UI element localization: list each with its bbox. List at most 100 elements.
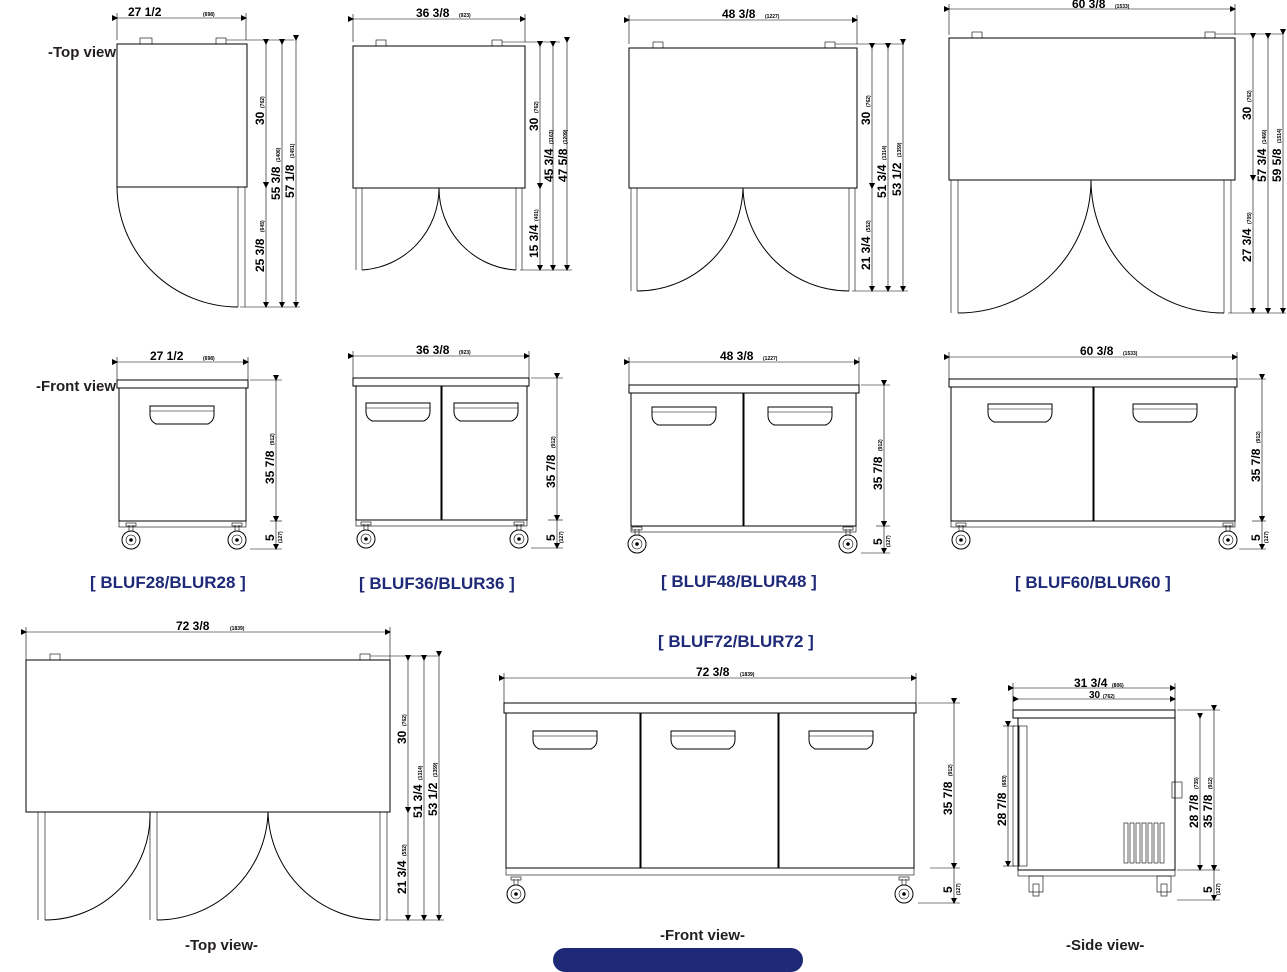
dim-open-mm: (1406) (276, 147, 282, 162)
front-view-48: 48 3/8 (1227) 35 7/8 (912) 5 (127) (624, 349, 892, 554)
model-label-36: [ BLUF36/BLUR36 ] (359, 574, 515, 593)
dim-width-mm: (923) (459, 13, 471, 19)
dim-height-mm: (912) (551, 436, 557, 448)
dim-caster-mm: (127) (956, 883, 962, 895)
dim-open-mm: (1163) (549, 129, 555, 144)
dim-width: 27 1/2 (150, 349, 184, 363)
dim-width: 48 3/8 (722, 7, 756, 21)
side-view-label-bottom: -Side view- (1066, 937, 1144, 954)
dim-open: 55 3/8 (269, 166, 283, 200)
dim-width: 60 3/8 (1080, 344, 1114, 358)
top-view-48: 48 3/8 (1227) 30 (762) 21 3/4 (552) 51 3… (624, 7, 908, 292)
dim-height: 35 7/8 (1201, 794, 1215, 828)
model-label-60: [ BLUF60/BLUR60 ] (1015, 573, 1171, 592)
dim-door: 27 3/4 (1240, 228, 1254, 262)
dim-open-mm: (1314) (418, 765, 424, 780)
dim-open: 57 3/4 (1255, 148, 1269, 182)
dim-width: 72 3/8 (696, 665, 730, 679)
dim-door-mm: (705) (1247, 212, 1253, 224)
dim-width-mm: (698) (203, 356, 215, 362)
dim-width-mm: (1533) (1123, 351, 1138, 357)
dim-open: 51 3/4 (875, 164, 889, 198)
dim-door: 21 3/4 (395, 860, 409, 894)
top-view-label-bottom: -Top view- (185, 937, 258, 954)
dim-height: 35 7/8 (263, 450, 277, 484)
dim-door-mm: (645) (260, 220, 266, 232)
dim-depth: 30 (395, 730, 409, 744)
dim-height-mm: (912) (948, 764, 954, 776)
dim-depth: 30 (859, 111, 873, 125)
dim-depth-mm: (762) (402, 714, 408, 726)
dim-total: 59 5/8 (1270, 148, 1284, 182)
dim-caster-mm: (127) (278, 531, 284, 543)
dim-caster-mm: (127) (886, 535, 892, 547)
side-view: 31 3/4 (806) 30 (762) 28 7/8 (683) (995, 676, 1222, 901)
front-view-28: 27 1/2 (698) 35 7/8 (912) 5 (127) (112, 349, 284, 550)
dim-total: 47 5/8 (556, 148, 570, 182)
front-view-72: 72 3/8 (1839) 35 7/8 (912) 5 (127) (499, 665, 962, 904)
dim-caster-mm: (127) (1216, 883, 1222, 895)
dim-height: 35 7/8 (871, 456, 885, 490)
dim-height-mm: (912) (1256, 431, 1262, 443)
dim-total: 53 1/2 (890, 162, 904, 196)
bottom-tab[interactable] (553, 948, 803, 972)
dim-width-mm: (1227) (765, 14, 780, 20)
dim-height: 35 7/8 (941, 781, 955, 815)
dim-depth: 30 (1089, 690, 1101, 701)
dim-caster: 5 (544, 534, 558, 541)
dim-door: 21 3/4 (859, 236, 873, 270)
dim-width: 36 3/8 (416, 6, 450, 20)
dim-caster: 5 (871, 538, 885, 545)
dim-open-mm: (1314) (882, 145, 888, 160)
dim-width: 48 3/8 (720, 349, 754, 363)
dim-open-mm: (1466) (1262, 129, 1268, 144)
dim-inner-height-mm: (735) (1194, 777, 1200, 789)
dim-width-mm: (1227) (763, 356, 778, 362)
front-view-36: 36 3/8 (923) 35 7/8 (912) 5 (127) (348, 343, 565, 549)
dim-total-mm: (1359) (433, 762, 439, 777)
dim-width-mm: (698) (203, 12, 215, 18)
dim-caster: 5 (263, 534, 277, 541)
dim-door: 15 3/4 (527, 224, 541, 258)
dim-total-mm: (1451) (290, 143, 296, 158)
dim-caster-mm: (127) (559, 531, 565, 543)
dim-width: 31 3/4 (1074, 676, 1108, 690)
model-label-28: [ BLUF28/BLUR28 ] (90, 573, 246, 592)
dim-depth: 30 (527, 117, 541, 131)
dim-height: 35 7/8 (1249, 448, 1263, 482)
dim-depth-mm: (762) (260, 96, 266, 108)
top-view-72: 72 3/8 (1839) 30 (762) 21 3/4 (552) 51 3… (21, 619, 444, 921)
front-view-label-bottom: -Front view- (660, 927, 745, 944)
dim-height-mm: (912) (1208, 777, 1214, 789)
dim-depth: 30 (253, 111, 267, 125)
vent-grille (1123, 822, 1165, 864)
dim-width: 72 3/8 (176, 619, 210, 633)
dim-height-mm: (912) (878, 439, 884, 451)
dim-caster: 5 (1201, 886, 1215, 893)
dim-width-mm: (1839) (230, 626, 245, 632)
dim-door-height-mm: (683) (1002, 775, 1008, 787)
top-view-28: 27 1/2 (698) 30 (762) 25 3/8 (645) 55 3/… (112, 5, 300, 308)
dim-depth-mm: (762) (1103, 694, 1115, 700)
dim-door-mm: (552) (866, 220, 872, 232)
dim-height: 35 7/8 (544, 454, 558, 488)
dim-door-mm: (552) (402, 844, 408, 856)
dim-door: 25 3/8 (253, 238, 267, 272)
dim-depth-mm: (762) (1247, 90, 1253, 102)
dim-width-mm: (923) (459, 350, 471, 356)
dim-door-mm: (401) (534, 209, 540, 221)
dim-open: 45 3/4 (542, 148, 556, 182)
dim-total-mm: (1514) (1277, 128, 1283, 143)
dim-width-mm: (1533) (1115, 4, 1130, 10)
model-label-48: [ BLUF48/BLUR48 ] (661, 572, 817, 591)
dim-depth-mm: (762) (866, 95, 872, 107)
front-view-60: 60 3/8 (1533) 35 7/8 (912) 5 (127) (944, 344, 1270, 550)
dim-depth: 30 (1240, 106, 1254, 120)
model-label-72: [ BLUF72/BLUR72 ] (658, 632, 814, 651)
dim-total-mm: (1209) (563, 129, 569, 144)
dim-width-mm: (1839) (740, 672, 755, 678)
top-view-label: -Top view- (48, 44, 121, 61)
dim-height-mm: (912) (270, 433, 276, 445)
dim-caster-mm: (127) (1264, 531, 1270, 543)
